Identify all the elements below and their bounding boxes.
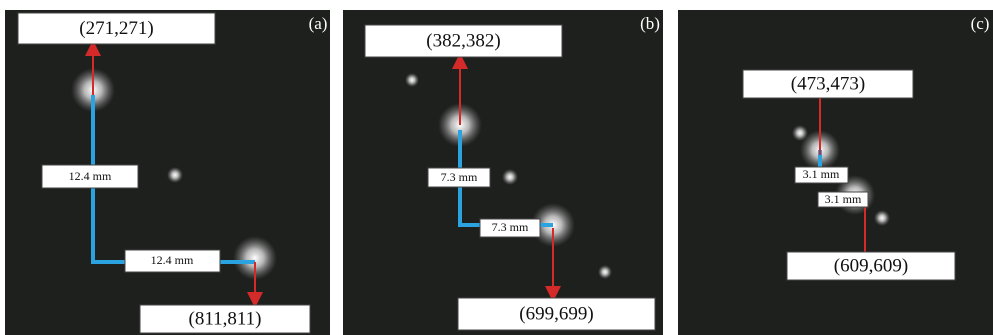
beam-spot xyxy=(874,210,890,226)
panel-label: (c) xyxy=(971,14,990,33)
measure-label: 12.4 mm xyxy=(69,169,112,183)
coord-label: (811,811) xyxy=(189,308,262,329)
beam-spot xyxy=(167,167,183,183)
coord-label: (382,382) xyxy=(426,30,500,51)
coord-label: (699,699) xyxy=(519,303,593,324)
measure-label: 3.1 mm xyxy=(803,167,840,181)
beam-spot xyxy=(598,265,612,279)
coord-label: (271,271) xyxy=(79,18,153,39)
measure-label: 7.3 mm xyxy=(492,220,529,234)
coord-label: (473,473) xyxy=(791,73,865,94)
panel-label: (a) xyxy=(309,14,328,33)
measure-label: 3.1 mm xyxy=(825,192,862,206)
measure-label: 7.3 mm xyxy=(441,170,478,184)
beam-spot xyxy=(502,169,518,185)
figure: (a) (271,271) (811,811) 12.4 mm 12.4 mm (b) (3… xyxy=(0,0,993,335)
panel: (c) (473,473) (609,609) 3.1 mm 3.1 mm xyxy=(678,10,993,335)
measure-label: 12.4 mm xyxy=(151,253,194,267)
panel: (a) (271,271) (811,811) 12.4 mm 12.4 mm xyxy=(5,10,330,335)
panels: (a) (271,271) (811,811) 12.4 mm 12.4 mm (b) (3… xyxy=(5,10,993,335)
panel-image xyxy=(343,10,663,335)
panel: (b) (382,382) (699,699) 7.3 mm 7.3 mm xyxy=(343,10,663,335)
panel-label: (b) xyxy=(640,14,660,33)
beam-spot xyxy=(405,73,419,87)
coord-label: (609,609) xyxy=(834,255,908,276)
